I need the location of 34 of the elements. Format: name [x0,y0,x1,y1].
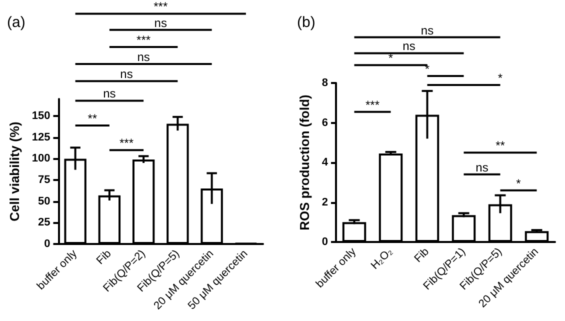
text: ns [402,39,416,54]
text: *** [136,32,151,47]
annotation: * [498,70,503,85]
y-tick-label: 75 [38,174,50,186]
y-tick-label: 25 [38,216,50,229]
y-axis-title: ROS production (fold) [297,94,312,230]
annotation: ** [496,138,506,153]
annotation: *** [119,136,134,150]
y-tick-label: 4 [322,156,329,168]
y-tick-label: 0 [44,238,50,250]
y-axis-title: Cell viability (%) [7,122,22,222]
annotation: ns [103,86,116,101]
text: *** [154,0,168,14]
y-tick-label: 50 [38,195,50,208]
text: * [388,51,394,66]
y-tick-label: 125 [32,131,50,144]
y-tick-label: 0 [322,236,328,248]
y-tick-label: 2 [322,196,328,208]
chart-title: (b) [297,14,316,31]
text: ns [154,16,167,30]
annotation: ** [88,111,98,126]
chart-title: (a) [7,14,26,31]
annotation: *** [366,98,380,112]
text: ns [420,23,434,38]
y-tick-label: 8 [322,77,328,89]
x-tick-label: H₂O₂ [368,246,396,272]
text: ns [120,67,133,82]
y-tick-label: 6 [322,116,328,129]
annotation: * [516,176,522,190]
y-tick-label: 100 [32,152,50,165]
text: * [424,62,430,76]
y-tick-label: 150 [32,110,50,122]
annotation: ns [476,160,488,174]
text: ns [137,50,150,64]
